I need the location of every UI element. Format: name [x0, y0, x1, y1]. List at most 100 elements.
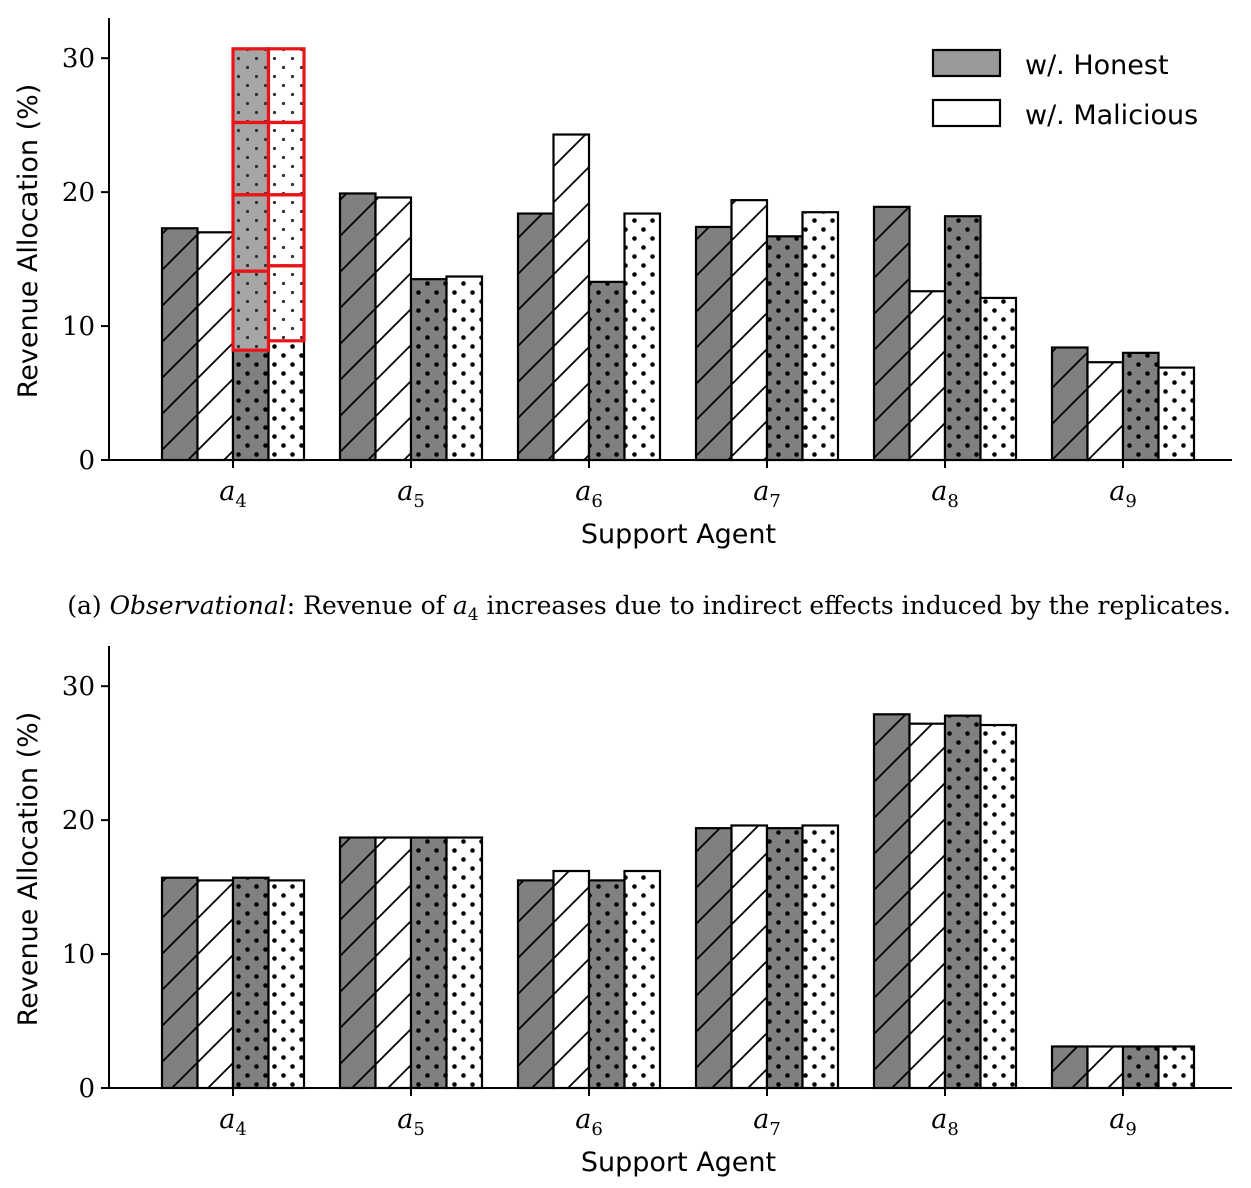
x-tick-label: a7 [753, 1104, 781, 1140]
bar-a-a9-series-2 [1086, 361, 1125, 462]
x-tick-label-base: a [397, 1104, 413, 1135]
bar-b-a5-series-1 [338, 836, 377, 1090]
bar-a-a5-series-3 [409, 278, 448, 462]
bar-b-a7-series-2 [730, 824, 769, 1090]
bar-a-a6-series-3 [587, 280, 626, 462]
bar-pattern [624, 871, 660, 1088]
bar-pattern [1052, 347, 1088, 460]
bar-pattern [1158, 1046, 1194, 1088]
bars-panel-a [160, 133, 1196, 462]
bar-a-a4-series-2 [196, 231, 235, 462]
bar-pattern [233, 350, 269, 460]
bar-pattern [1123, 1046, 1159, 1088]
x-tick-label: a8 [931, 476, 959, 512]
bar-pattern [268, 880, 304, 1088]
bar-pattern [446, 837, 482, 1088]
bar-b-a4-series-3 [231, 876, 270, 1090]
bar-pattern [1158, 367, 1194, 460]
legend-label-malicious: w/. Malicious [1025, 100, 1198, 131]
x-tick-label: a5 [397, 1104, 425, 1140]
bar-pattern [624, 213, 660, 460]
caption-agent: a [453, 591, 468, 620]
y-tick-label: 0 [78, 1074, 95, 1104]
bar-b-a7-series-3 [765, 827, 804, 1090]
bar-pattern [874, 714, 910, 1088]
bar-pattern [945, 216, 981, 460]
bar-pattern [340, 193, 376, 460]
x-tick-label: a9 [1109, 476, 1137, 512]
bar-a-a5-series-2 [374, 196, 413, 462]
bar-a-a6-series-4 [623, 212, 662, 462]
bar-b-a6-series-4 [623, 869, 662, 1090]
caption-suffix: increases due to indirect effects induce… [479, 591, 1231, 620]
x-tick-label: a4 [219, 1104, 247, 1140]
bars-panel-b [160, 713, 1196, 1090]
replicate-pattern [233, 48, 269, 351]
bar-a-a8-series-4 [979, 296, 1018, 462]
bar-b-a9-series-1 [1050, 1045, 1089, 1090]
caption-panel-a: (a) Observational: Revenue of a4 increas… [67, 591, 1231, 625]
y-tick-label: 0 [78, 446, 95, 476]
bar-pattern [446, 276, 482, 460]
x-tick-label: a6 [575, 476, 603, 512]
bar-pattern [197, 232, 233, 460]
bar-a-a9-series-1 [1050, 346, 1089, 462]
bar-b-a4-series-1 [160, 876, 199, 1090]
x-tick-label-base: a [931, 1104, 947, 1135]
bar-pattern [1087, 362, 1123, 460]
x-tick-label: a7 [753, 476, 781, 512]
x-tick-label-base: a [219, 476, 235, 507]
x-axis-title: Support Agent [581, 1147, 776, 1178]
bar-a-a7-series-3 [765, 235, 804, 462]
bar-pattern [197, 880, 233, 1088]
bar-b-a6-series-3 [587, 879, 626, 1090]
bar-b-a9-series-4 [1157, 1045, 1196, 1090]
bar-a-a4-series-3 [231, 349, 270, 462]
caption-agent-sub: 4 [468, 605, 479, 625]
legend: w/. Honest w/. Malicious [931, 48, 1198, 131]
bar-b-a6-series-1 [516, 879, 555, 1090]
x-tick-label: a8 [931, 1104, 959, 1140]
bar-a-a6-series-2 [552, 133, 591, 462]
replicate-segment [266, 47, 306, 125]
bar-pattern [518, 213, 554, 460]
bar-pattern [731, 200, 767, 460]
bar-b-a5-series-4 [445, 836, 484, 1090]
bar-pattern [767, 828, 803, 1088]
x-tick-label: a9 [1109, 1104, 1137, 1140]
bar-a-a8-series-2 [908, 290, 947, 462]
bar-a-a7-series-2 [730, 199, 769, 462]
y-axis-title: Revenue Allocation (%) [13, 84, 44, 399]
bar-a-a5-series-4 [445, 275, 484, 462]
x-tick-label-base: a [397, 476, 413, 507]
y-tick-label: 20 [62, 806, 95, 836]
bar-pattern [268, 340, 304, 460]
x-tick-label-sub: 6 [591, 491, 602, 512]
bar-pattern [1052, 1046, 1088, 1088]
x-tick-label-base: a [753, 1104, 769, 1135]
x-tick-label-sub: 6 [591, 1119, 602, 1140]
bar-pattern [233, 877, 269, 1088]
bar-a-a4-series-1 [160, 227, 199, 462]
caption-mid: : Revenue of [287, 591, 453, 620]
bar-a-a9-series-4 [1157, 366, 1196, 462]
bar-pattern [162, 877, 198, 1088]
x-tick-label-base: a [931, 476, 947, 507]
bar-pattern [909, 723, 945, 1088]
x-tick-label-sub: 8 [947, 491, 958, 512]
y-tick-label: 10 [62, 940, 95, 970]
bar-pattern [874, 206, 910, 460]
bar-pattern [518, 880, 554, 1088]
bar-a-a9-series-3 [1121, 351, 1160, 462]
bar-pattern [802, 825, 838, 1088]
legend-label-honest: w/. Honest [1025, 50, 1169, 81]
x-tick-label-base: a [1109, 1104, 1125, 1135]
bar-pattern [696, 226, 732, 460]
bar-b-a5-series-2 [374, 836, 413, 1090]
bar-b-a7-series-4 [801, 824, 840, 1090]
